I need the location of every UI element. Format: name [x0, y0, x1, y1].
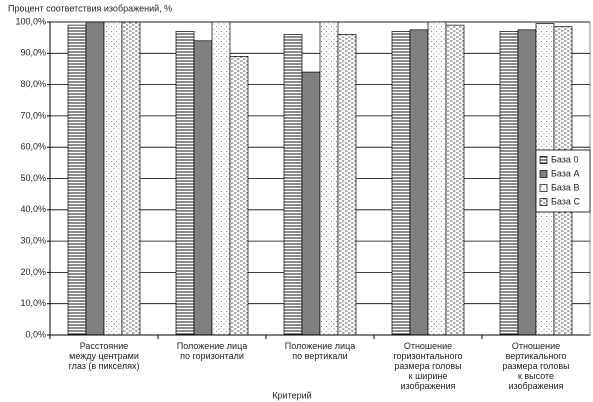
bar — [229, 56, 249, 336]
y-tick-label: 50,0% — [20, 173, 46, 183]
legend-swatch — [539, 170, 548, 178]
x-tick-label: Отношение горизонтального размера головы… — [393, 341, 463, 391]
x-tick-label: Положение лица по горизонтали — [176, 341, 248, 361]
bar — [121, 21, 141, 336]
y-tick-label: 60,0% — [20, 142, 46, 152]
legend-swatch — [539, 184, 548, 192]
legend-label: База А — [551, 168, 579, 178]
x-tick-label: Положение лица по вертикали — [284, 341, 356, 361]
y-tick-label: 30,0% — [20, 235, 46, 245]
x-tick-label: Расстояние между центрами глаз (в пиксел… — [68, 341, 140, 371]
legend-label: База C — [551, 196, 580, 206]
bar — [193, 40, 213, 336]
y-tick-label: 100,0% — [15, 16, 46, 26]
legend-label: База B — [551, 182, 579, 192]
legend-swatch — [539, 198, 548, 206]
y-tick-label: 20,0% — [20, 267, 46, 277]
bar — [211, 21, 231, 336]
y-tick-label: 70,0% — [20, 110, 46, 120]
bar — [391, 31, 411, 336]
bar — [499, 31, 519, 336]
bar — [427, 21, 447, 336]
bar — [103, 21, 123, 336]
bar — [67, 24, 87, 336]
y-tick-label: 90,0% — [20, 48, 46, 58]
bar — [517, 29, 537, 336]
legend-swatch — [539, 156, 548, 164]
y-tick-label: 40,0% — [20, 204, 46, 214]
y-tick-label: 10,0% — [20, 298, 46, 308]
bar — [85, 21, 105, 336]
bar — [319, 21, 339, 336]
bar — [301, 71, 321, 336]
bar — [283, 34, 303, 336]
legend-label: База 0 — [551, 154, 578, 164]
x-axis-title: Критерий — [272, 390, 311, 400]
y-axis-title: Процент соответствия изображений, % — [8, 3, 172, 13]
bar — [409, 29, 429, 336]
bar — [337, 34, 357, 336]
y-tick-label: 0,0% — [25, 329, 46, 339]
x-tick-label: Отношение вертикального размера головы к… — [502, 341, 570, 391]
y-tick-label: 80,0% — [20, 79, 46, 89]
bar — [175, 31, 195, 336]
bar — [445, 24, 465, 336]
